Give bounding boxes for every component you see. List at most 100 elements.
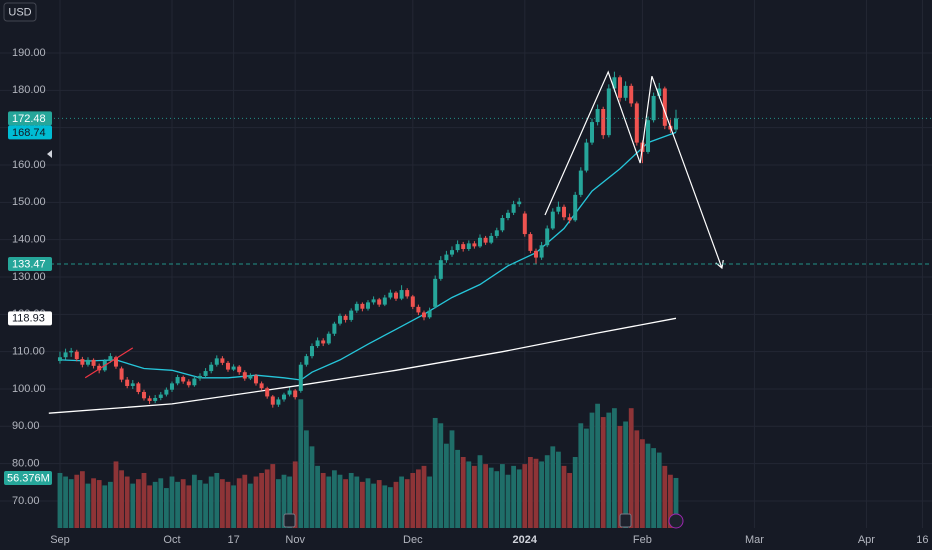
- volume-bar: [309, 446, 315, 528]
- candle-body: [220, 358, 225, 363]
- candle-body: [657, 88, 662, 96]
- candle-body: [556, 206, 561, 212]
- volume-bar: [259, 472, 264, 528]
- candle-body: [674, 118, 679, 130]
- candle-body: [309, 346, 314, 357]
- volume-bar: [600, 417, 606, 528]
- candle-body: [623, 85, 628, 98]
- candle-body: [265, 388, 270, 397]
- volume-bar: [443, 443, 449, 528]
- price-label-box: [8, 111, 52, 126]
- volume-bar: [522, 464, 528, 528]
- candle-body: [618, 77, 623, 98]
- volume-bar: [79, 471, 85, 528]
- candle-body: [197, 375, 202, 379]
- volume-bar: [466, 461, 472, 528]
- price-label: 172.48: [12, 113, 46, 125]
- volume-bar: [315, 465, 320, 528]
- dividend-icon[interactable]: [668, 513, 684, 529]
- volume-bar: [331, 470, 337, 528]
- volume-bar: [606, 412, 612, 528]
- volume-bar: [231, 485, 236, 528]
- x-tick-label: Dec: [403, 534, 423, 546]
- earnings-icon[interactable]: [619, 513, 632, 528]
- candle-body: [416, 306, 421, 313]
- volume-bar: [415, 469, 421, 528]
- volume-bar: [511, 465, 517, 528]
- volume-bar: [107, 481, 113, 528]
- candle-body: [147, 398, 152, 401]
- candle-body: [539, 245, 544, 258]
- volume-bar: [175, 481, 180, 528]
- candle-body: [326, 333, 331, 344]
- candle-body: [433, 278, 438, 307]
- volume-bar: [130, 483, 136, 528]
- volume-bar: [623, 421, 629, 528]
- x-tick-label: Nov: [285, 534, 305, 546]
- candle-body: [287, 390, 292, 395]
- moving-average: [48, 317, 677, 414]
- x-tick-label: Mar: [745, 534, 764, 546]
- volume-bar: [326, 476, 332, 528]
- volume-bar: [91, 478, 96, 528]
- volume-bar: [488, 467, 494, 528]
- candle-body: [80, 359, 85, 365]
- trend-drawing: [544, 70, 724, 270]
- volume-bar: [225, 481, 231, 528]
- price-label: 133.47: [12, 258, 46, 270]
- volume-bar: [371, 483, 376, 528]
- volume-bar: [561, 465, 567, 528]
- volume-bar: [438, 423, 444, 528]
- candle-body: [214, 358, 219, 365]
- candle-body: [343, 315, 348, 320]
- candle-body: [57, 357, 62, 361]
- volume-bar: [219, 479, 225, 528]
- volume-bar: [427, 476, 432, 528]
- earnings-icon[interactable]: [283, 513, 296, 528]
- volume-bar: [242, 474, 248, 528]
- candle-body: [427, 310, 432, 318]
- candle-body: [281, 394, 286, 400]
- volume-bar: [578, 423, 584, 528]
- volume-bar: [163, 488, 169, 528]
- volume-bar: [68, 479, 74, 528]
- candles: [57, 71, 679, 408]
- event-icons: [283, 513, 684, 529]
- candle-body: [192, 378, 197, 386]
- candle-body: [478, 237, 483, 247]
- x-tick-label: Apr: [858, 534, 875, 546]
- volume-bar: [404, 479, 410, 528]
- candle-body: [573, 194, 578, 221]
- lines: [48, 131, 677, 414]
- candle-body: [298, 364, 303, 391]
- volume-bar: [483, 464, 489, 528]
- candle-body: [646, 120, 651, 152]
- y-tick-label: 150.00: [12, 196, 46, 208]
- candle-body: [153, 397, 158, 401]
- candle-body: [584, 142, 589, 171]
- volume-bar: [617, 425, 623, 528]
- candle-body: [601, 109, 606, 136]
- volume-bar: [376, 480, 382, 528]
- candle-body: [410, 296, 415, 307]
- volume-bar: [57, 472, 63, 528]
- candle-body: [562, 206, 567, 218]
- candle-body: [360, 303, 365, 309]
- volume-bar: [152, 481, 158, 528]
- volume-bar: [399, 476, 404, 528]
- volume-bar: [348, 472, 354, 528]
- candle-body: [315, 340, 320, 347]
- candle-body: [169, 383, 174, 390]
- x-tick-label: 2024: [513, 534, 538, 546]
- candle-body: [550, 211, 555, 229]
- volume-bar: [668, 474, 673, 528]
- candle-body: [237, 366, 242, 373]
- volume-bar: [292, 461, 298, 528]
- candle-body: [634, 103, 639, 143]
- currency-box[interactable]: [3, 2, 37, 22]
- volume-bar: [85, 483, 91, 528]
- price-label-box: [8, 311, 52, 326]
- x-axis-band: [0, 528, 932, 550]
